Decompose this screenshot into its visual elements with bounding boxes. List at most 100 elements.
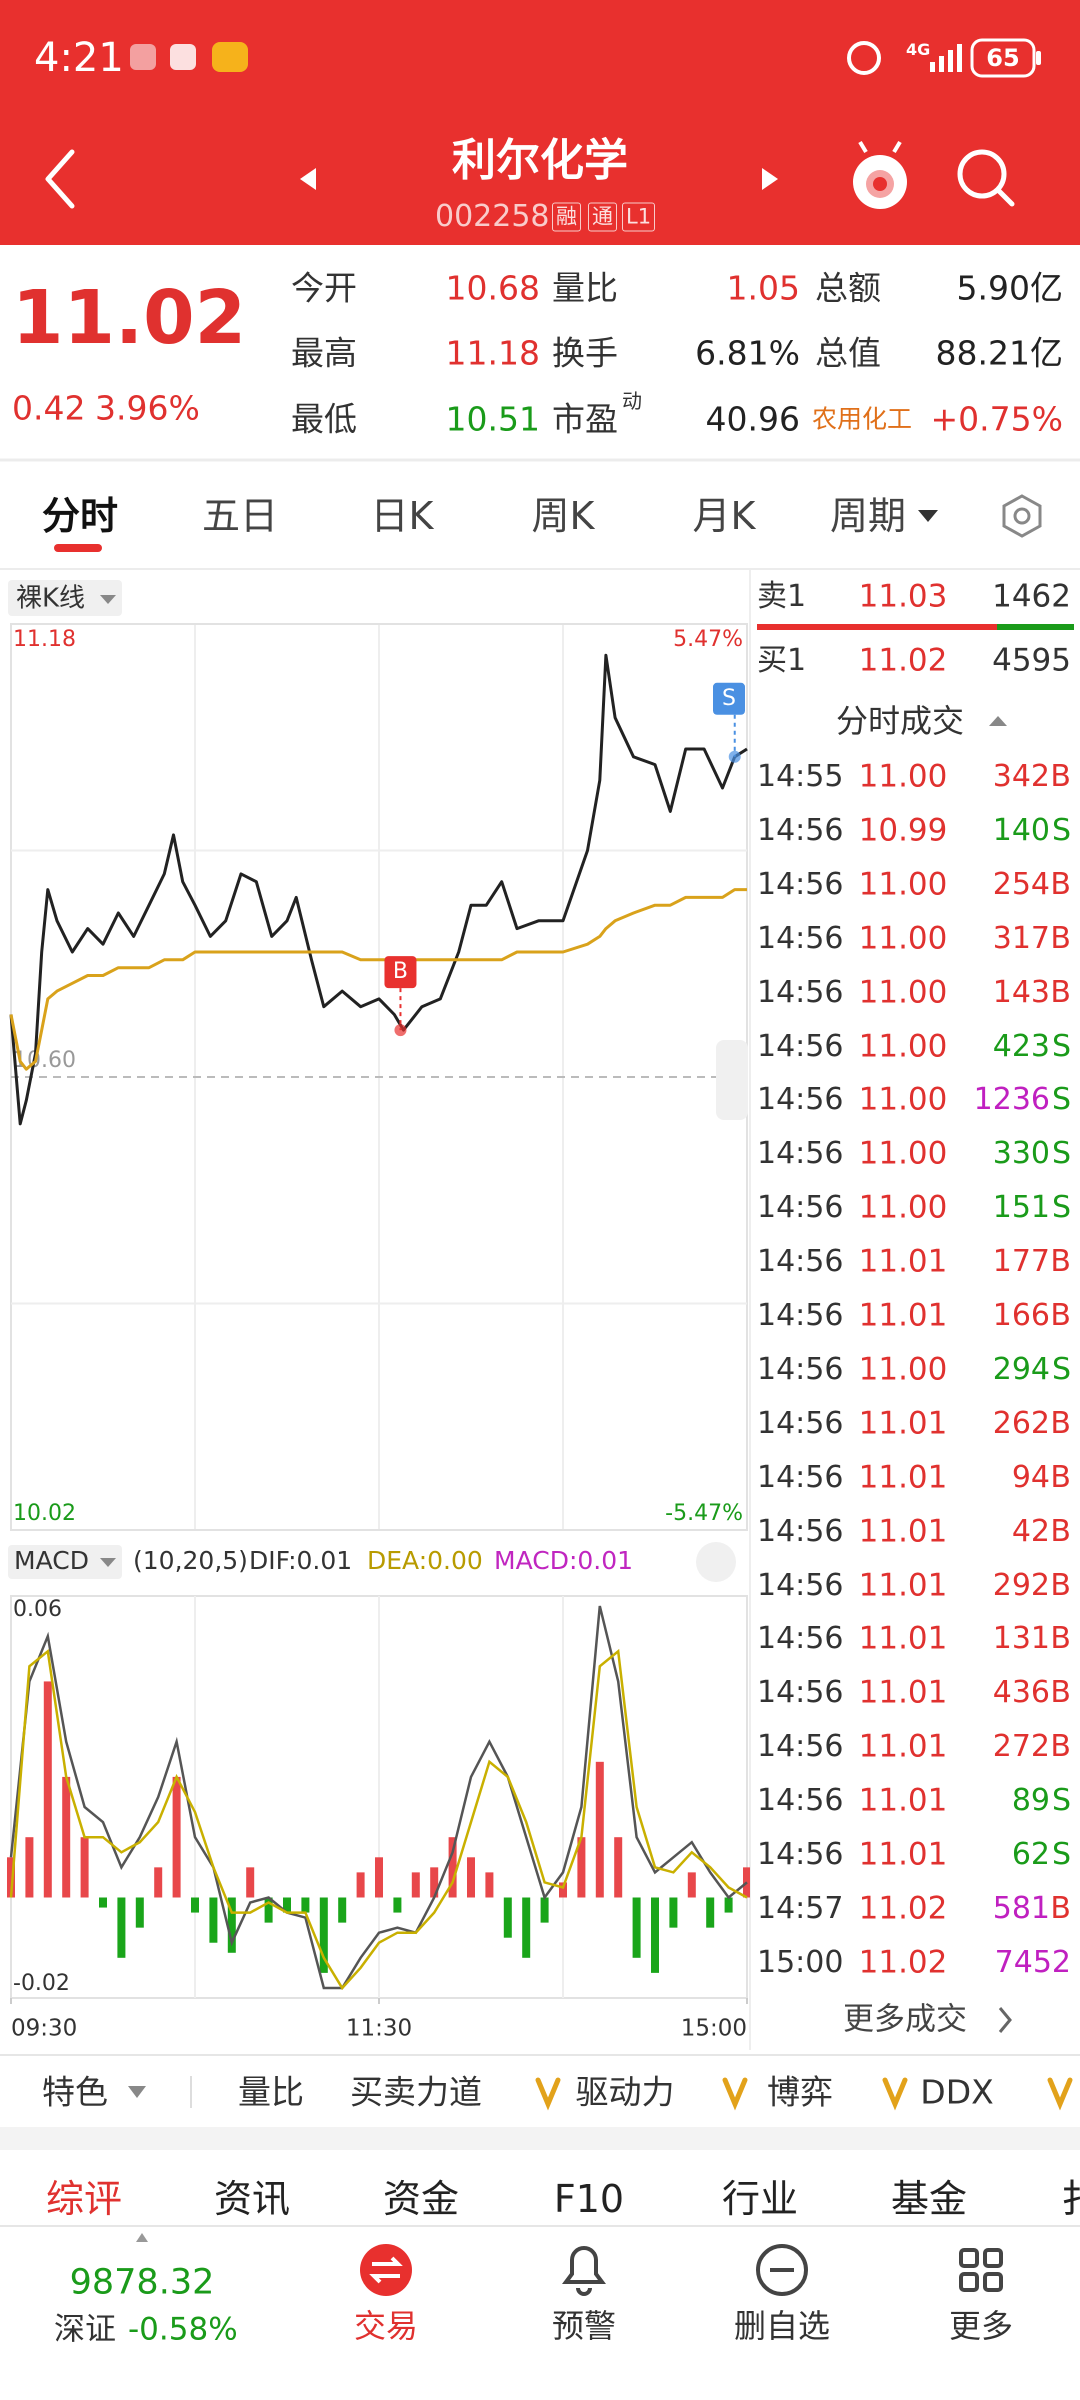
trade-price: 11.00 xyxy=(858,1351,948,1388)
trade-volume: 177 xyxy=(992,1244,1050,1280)
trade-time: 14:56 xyxy=(757,1621,844,1657)
period-tab[interactable]: 分时 xyxy=(41,494,119,538)
trade-icon[interactable] xyxy=(360,2244,412,2296)
trade-time: 14:56 xyxy=(757,974,844,1010)
price-line xyxy=(9,653,748,1126)
assistant-icon[interactable] xyxy=(853,140,907,209)
info-tab[interactable]: 资金 xyxy=(382,2177,460,2221)
macd-bar xyxy=(503,1897,512,1938)
trade-side: S xyxy=(1051,1351,1071,1387)
trade-time: 14:56 xyxy=(757,1082,844,1118)
trade-side: B xyxy=(1050,1513,1071,1549)
info-tab[interactable]: F10 xyxy=(553,2177,625,2221)
trade-volume: 330 xyxy=(992,1136,1050,1172)
macd-bar xyxy=(540,1897,549,1923)
macd-bar xyxy=(356,1872,365,1898)
trade-side: B xyxy=(1050,1890,1071,1926)
quote-label: 市盈 xyxy=(552,399,618,439)
quote-value: 40.96 xyxy=(705,399,800,439)
indicator-tab[interactable]: 量比 xyxy=(238,2072,304,2112)
quote-label: 换手 xyxy=(552,333,618,373)
macd-bar xyxy=(448,1837,457,1898)
book-label: 卖1 xyxy=(757,579,807,614)
trade-side: B xyxy=(1050,1405,1071,1441)
nav-item[interactable]: 更多 xyxy=(948,2307,1014,2345)
trade-volume: 131 xyxy=(992,1621,1050,1657)
trade-time: 14:56 xyxy=(757,1028,844,1064)
stock-name: 利尔化学 xyxy=(452,135,628,186)
nav-item[interactable]: 预警 xyxy=(551,2307,617,2345)
trade-price: 11.01 xyxy=(858,1405,948,1442)
badge: 通 xyxy=(588,202,617,232)
indicator-tab[interactable]: DDX xyxy=(920,2072,994,2112)
macd-bar xyxy=(393,1897,402,1913)
trade-side: B xyxy=(1050,1298,1071,1333)
alert-icon[interactable] xyxy=(562,2246,606,2296)
macd-bar xyxy=(43,1681,52,1898)
trade-time: 14:56 xyxy=(757,1729,844,1765)
nav-item[interactable]: 交易 xyxy=(353,2307,419,2345)
trade-price: 11.00 xyxy=(858,1135,948,1172)
app-icon xyxy=(212,42,248,72)
trade-price: 11.02 xyxy=(858,1890,948,1927)
search-button[interactable] xyxy=(957,149,1015,207)
info-tab[interactable]: 综评 xyxy=(45,2177,123,2221)
period-tab[interactable]: 五日 xyxy=(201,494,279,538)
macd-bar xyxy=(80,1837,89,1898)
annotation-point xyxy=(394,1024,407,1037)
trade-volume: 143 xyxy=(992,974,1050,1010)
period-tab[interactable]: 月K xyxy=(692,494,756,538)
trade-time: 14:56 xyxy=(757,1459,844,1495)
trade-price: 11.02 xyxy=(858,1944,948,1981)
macd-bar xyxy=(485,1872,494,1898)
trade-price: 11.01 xyxy=(858,1836,948,1873)
remove-icon[interactable] xyxy=(756,2244,808,2296)
next-stock[interactable] xyxy=(762,168,778,190)
macd-bar xyxy=(375,1857,383,1898)
trade-price: 11.00 xyxy=(858,866,948,903)
collapse-button xyxy=(716,1040,748,1120)
trade-side: B xyxy=(1050,1567,1071,1603)
badge: L1 xyxy=(622,202,656,232)
trade-time: 14:56 xyxy=(757,1351,844,1387)
period-tab[interactable]: 日K xyxy=(370,494,434,538)
period-tab[interactable]: 周期 xyxy=(829,494,907,538)
indicator-tab[interactable]: 博弈 xyxy=(767,2072,833,2112)
y-tick-label: 10.02 xyxy=(13,1501,76,1526)
indicator-tab[interactable]: 驱动力 xyxy=(575,2072,675,2112)
more-icon[interactable] xyxy=(959,2248,1003,2292)
last-price: 11.02 xyxy=(12,275,247,361)
x-tick-label: 09:30 xyxy=(11,2016,77,2042)
indicator-tab[interactable]: 特色 xyxy=(42,2072,108,2112)
quote-value: 5.90亿 xyxy=(956,268,1063,308)
trade-side: S xyxy=(1051,1837,1071,1872)
nav-item[interactable]: 删自选 xyxy=(733,2307,831,2345)
quote-label: 最高 xyxy=(291,333,357,373)
info-tab[interactable]: 资讯 xyxy=(213,2177,291,2221)
back-button[interactable] xyxy=(45,149,75,209)
quote-label: 今开 xyxy=(291,268,357,308)
trade-side: B xyxy=(1050,1729,1071,1765)
trade-side: S xyxy=(1051,1082,1071,1118)
info-tab[interactable]: 扌 xyxy=(1061,2180,1080,2218)
quote-value: 10.68 xyxy=(445,268,540,308)
annotation-point xyxy=(728,750,741,763)
trade-time: 15:00 xyxy=(757,1944,844,1980)
trade-side: S xyxy=(1051,1028,1071,1064)
macd-bar xyxy=(411,1872,420,1898)
info-tab[interactable]: 基金 xyxy=(890,2177,968,2221)
info-tab[interactable]: 行业 xyxy=(721,2177,799,2221)
more-trades[interactable]: 更多成交 xyxy=(843,2001,967,2038)
trade-side: B xyxy=(1050,1621,1071,1657)
indicator-tab[interactable]: 买卖力道 xyxy=(350,2072,482,2112)
dropdown-arrow xyxy=(100,1558,116,1567)
trade-volume: 42 xyxy=(1011,1513,1050,1549)
trade-volume: 423 xyxy=(992,1028,1050,1064)
trade-side: B xyxy=(1050,920,1071,956)
trade-price: 10.99 xyxy=(858,812,948,849)
signal-icon xyxy=(930,44,962,72)
period-tab[interactable]: 周K xyxy=(531,494,595,538)
settings-button[interactable] xyxy=(1002,494,1042,538)
prev-stock[interactable] xyxy=(300,168,316,190)
trade-volume: 272 xyxy=(992,1729,1050,1765)
